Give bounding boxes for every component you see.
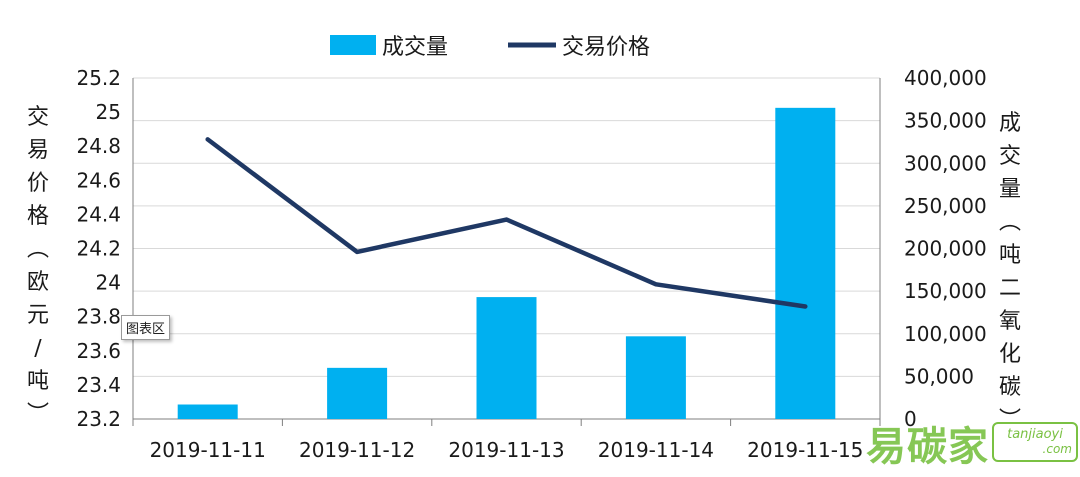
left-tick-label: 23.2 — [76, 407, 121, 431]
legend-swatch-bar — [330, 35, 376, 55]
left-tick-label: 25 — [96, 100, 121, 124]
bar-2019-11-11 — [177, 404, 238, 419]
right-tick-label: 200,000 — [904, 237, 987, 261]
left-tick-label: 25.2 — [76, 66, 121, 90]
logo-badge: tanjiaoyi .com — [992, 422, 1078, 462]
left-tick-label: 24.4 — [76, 202, 121, 226]
left-tick-label: 24.8 — [76, 134, 121, 158]
left-tick-label: 24 — [96, 271, 121, 295]
left-tick-label: 23.8 — [76, 305, 121, 329]
x-tick-label: 2019-11-11 — [150, 438, 266, 462]
bar-2019-11-14 — [625, 336, 686, 419]
right-tick-label: 100,000 — [904, 322, 987, 346]
legend-label-line: 交易价格 — [562, 35, 650, 60]
left-tick-label: 23.6 — [76, 339, 121, 363]
left-axis-title: 交易价格︵欧元∕吨︶ — [27, 105, 49, 427]
bar-2019-11-15 — [775, 107, 836, 420]
logo-badge-domain: tanjiaoyi — [1007, 427, 1063, 442]
bar-2019-11-12 — [327, 367, 388, 419]
logo-badge-tld: .com — [1042, 442, 1072, 456]
right-tick-label: 0 — [904, 407, 917, 431]
right-tick-label: 400,000 — [904, 66, 987, 90]
x-tick-label: 2019-11-14 — [598, 438, 714, 462]
legend-label-bar: 成交量 — [382, 35, 448, 60]
left-tick-label: 24.2 — [76, 237, 121, 261]
right-tick-label: 350,000 — [904, 109, 987, 133]
yitanjia-logo: 易碳家 tanjiaoyi .com — [866, 414, 1078, 470]
right-tick-label: 50,000 — [904, 364, 974, 388]
left-tick-label: 24.6 — [76, 168, 121, 192]
right-tick-label: 250,000 — [904, 194, 987, 218]
chart-area-tooltip: 图表区 — [121, 315, 171, 340]
right-axis-title: 成交量︵吨二氧化碳︶ — [999, 111, 1021, 433]
right-tick-label: 300,000 — [904, 151, 987, 175]
x-tick-label: 2019-11-15 — [747, 438, 863, 462]
price-line — [205, 137, 808, 309]
bar-2019-11-13 — [476, 297, 537, 419]
right-tick-label: 150,000 — [904, 279, 987, 303]
x-tick-label: 2019-11-12 — [299, 438, 415, 462]
logo-text: 易碳家 — [866, 424, 989, 470]
x-tick-label: 2019-11-13 — [448, 438, 564, 462]
left-tick-label: 23.4 — [76, 373, 121, 397]
